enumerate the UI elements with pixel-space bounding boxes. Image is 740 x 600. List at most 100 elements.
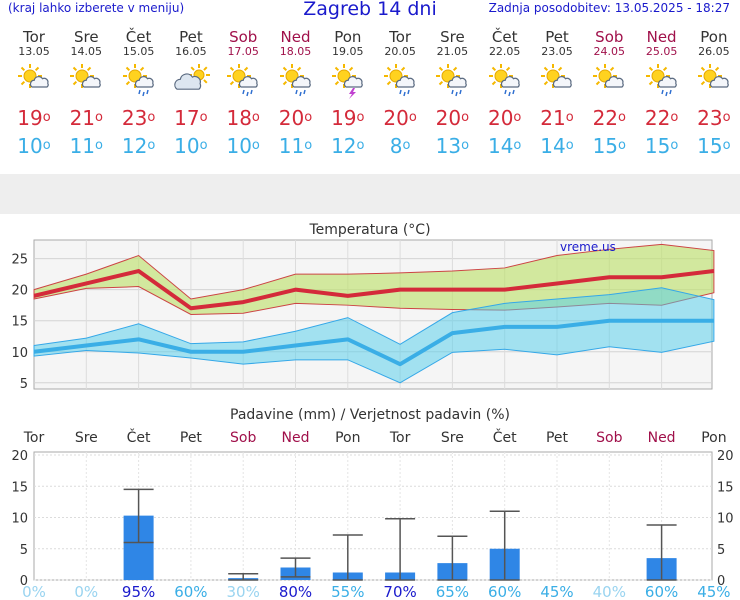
min-range-band	[33, 287, 715, 384]
day-name: Tor	[23, 28, 45, 46]
cloud-thunder-icon	[331, 64, 363, 99]
min-temperature-line	[33, 318, 714, 367]
max-temperature: 19o	[331, 106, 365, 130]
error-bar	[489, 510, 520, 581]
forecast-day: Čet 22.05 20o 14o	[479, 28, 531, 158]
day-date: 25.05	[645, 45, 678, 58]
error-bar	[123, 488, 154, 544]
cloud-icon	[448, 76, 468, 88]
rain-drops-icon	[137, 89, 149, 97]
sun-cloud-icon	[541, 64, 572, 88]
min-temperature: 14o	[540, 134, 574, 158]
day-date: 24.05	[593, 45, 626, 58]
day-name: Sre	[74, 28, 99, 46]
forecast-day: Sob 17.05 18o 10o	[217, 28, 269, 158]
chart-title: Padavine (mm) / Verjetnost padavin (%)	[230, 407, 510, 423]
day-name: Pon	[334, 28, 362, 46]
x-tick-label: Sob	[230, 430, 256, 446]
y-tick-label: 0	[20, 574, 28, 589]
day-name: Pon	[700, 28, 728, 46]
forecast-day: Ned 25.05 22o 15o	[636, 28, 688, 158]
day-date: 22.05	[488, 45, 521, 58]
min-temperature: 10o	[226, 134, 260, 158]
sun-cloud-rain-icon	[436, 64, 468, 97]
forecast-day: Pet 16.05 17o 10o	[165, 28, 217, 158]
precip-probability: 70%	[383, 583, 416, 600]
x-tick-label: Pon	[335, 430, 360, 446]
day-date: 19.05	[332, 45, 364, 58]
day-name: Čet	[491, 28, 518, 46]
sun-cloud-icon	[18, 64, 49, 88]
max-temperature: 20o	[487, 106, 522, 130]
day-date: 23.05	[541, 45, 573, 58]
cloud-icon	[396, 76, 415, 88]
forecast-day: Pon 26.05 23o 15o	[688, 28, 740, 158]
cloud-sun-icon	[174, 64, 210, 90]
error-bar	[280, 557, 311, 578]
forecast-day: Sre 21.05 20o 13o	[426, 28, 478, 158]
forecast-strip: Tor 13.05 19o 10o Sre 14.05 21o 11o Čet 15.05 23o 1…	[0, 28, 740, 168]
y-tick-label-right: 10	[717, 512, 734, 527]
y-tick-label: 10	[11, 512, 28, 527]
day-name: Ned	[280, 28, 311, 46]
day-date: 18.05	[279, 45, 312, 58]
rain-drops-icon	[503, 89, 515, 97]
day-date: 16.05	[175, 45, 207, 58]
sun-icon	[122, 64, 147, 88]
forecast-day: Tor 20.05 20o 8o	[374, 28, 426, 158]
page-title: Zagreb 14 dni	[303, 0, 437, 20]
cloud-icon	[134, 76, 154, 88]
max-temperature: 20o	[435, 106, 470, 130]
min-temperature: 15o	[592, 134, 626, 158]
precip-probability: 45%	[540, 583, 573, 600]
x-tick-label: Ned	[648, 430, 676, 446]
y-tick-label: 25	[11, 253, 28, 268]
sun-cloud-rain-icon	[279, 64, 311, 97]
sun-cloud-icon	[593, 64, 624, 88]
precipitation-chart: Padavine (mm) / Verjetnost padavin (%) To…	[11, 407, 734, 600]
max-temperature: 22o	[644, 106, 679, 130]
sun-cloud-rain-icon	[122, 64, 154, 97]
precip-probability: 30%	[227, 583, 260, 600]
min-temperature: 10o	[174, 134, 208, 158]
location-menu-link[interactable]: (kraj lahko izberete v meniju)	[8, 1, 185, 15]
sun-icon	[645, 64, 670, 88]
sun-cloud-rain-icon	[384, 64, 415, 97]
day-name: Sre	[440, 28, 465, 46]
precip-probability: 0%	[22, 583, 46, 600]
x-tick-label: Pet	[180, 430, 203, 446]
last-update: Zadnja posodobitev: 13.05.2025 - 18:27	[488, 1, 730, 15]
rain-drops-icon	[451, 89, 463, 97]
forecast-day: Sre 14.05 21o 11o	[60, 28, 112, 158]
min-temperature: 14o	[487, 134, 522, 158]
x-tick-label: Pet	[546, 430, 569, 446]
cloud-icon	[552, 76, 572, 88]
x-tick-label: Ned	[282, 430, 310, 446]
cloud-icon	[605, 76, 624, 88]
x-tick-label: Sre	[441, 430, 464, 446]
cloud-icon	[657, 76, 677, 88]
y-tick-label: 20	[11, 284, 28, 299]
lightning-icon	[348, 88, 356, 99]
rain-drops-icon	[399, 89, 410, 97]
y-tick-label: 15	[11, 315, 28, 330]
y-tick-label: 5	[20, 543, 28, 558]
separator-band	[0, 174, 740, 214]
x-tick-label: Pon	[701, 430, 726, 446]
cloud-icon	[500, 76, 520, 88]
day-date: 17.05	[227, 45, 259, 58]
precip-probability: 80%	[279, 583, 312, 600]
day-date: 26.05	[698, 45, 730, 58]
error-bar	[646, 524, 677, 581]
precip-probability: 45%	[697, 583, 730, 600]
min-temperature: 12o	[331, 134, 365, 158]
error-bar	[437, 535, 468, 581]
max-temperature-line	[33, 269, 715, 311]
max-temperature: 22o	[592, 106, 626, 130]
forecast-day: Čet 15.05 23o 12o	[113, 28, 165, 158]
sun-cloud-rain-icon	[488, 64, 520, 97]
precip-probability: 65%	[436, 583, 469, 600]
x-tick-label: Tor	[23, 430, 45, 446]
max-temperature: 21o	[69, 106, 103, 130]
max-temperature: 19o	[17, 106, 51, 130]
